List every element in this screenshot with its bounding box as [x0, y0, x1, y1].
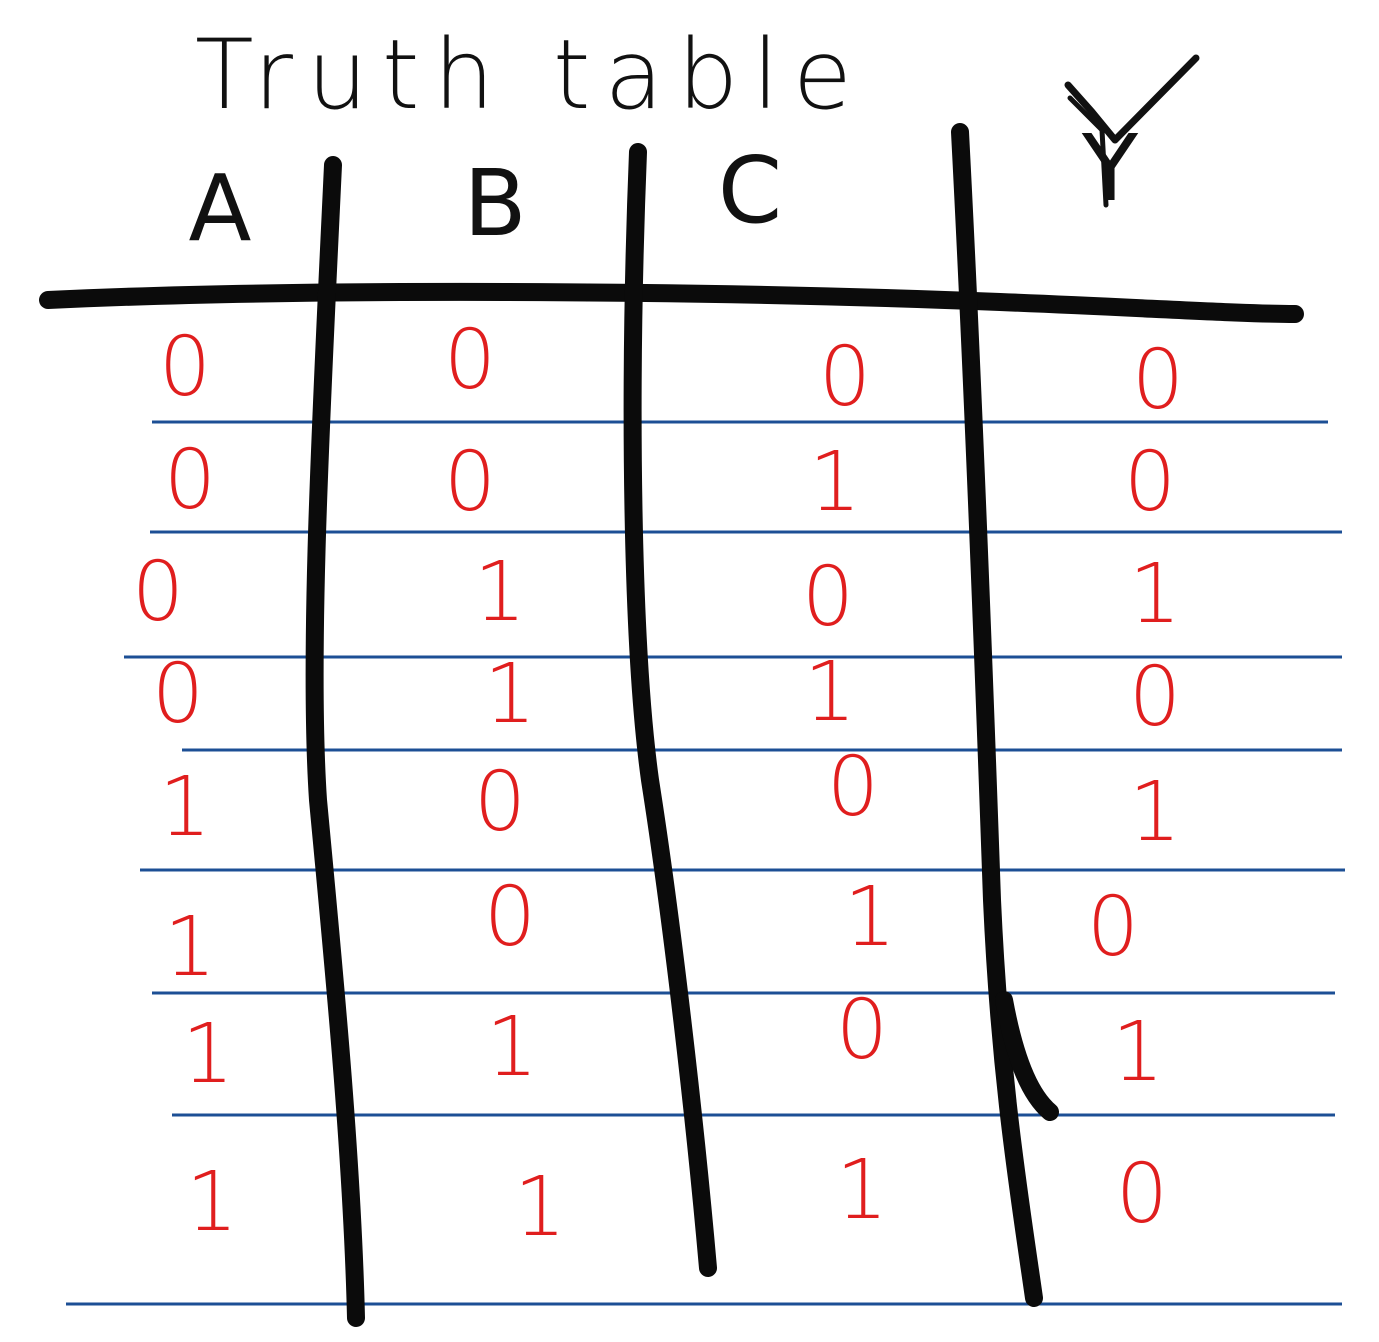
- table-row: 1 1 0 1: [182, 983, 1164, 1102]
- cell-c: 0: [836, 983, 888, 1078]
- table-row: 0 0 1 0: [164, 433, 1176, 530]
- column-divider: [305, 156, 365, 1327]
- table-row: 1 0 1 0: [164, 870, 1139, 995]
- table-row: 0 0 0 0: [159, 313, 1184, 428]
- cell-y: 0: [1124, 435, 1176, 530]
- column-divider: [951, 123, 1043, 1307]
- cell-a: 1: [182, 1007, 234, 1102]
- cell-y: 1: [1112, 1005, 1164, 1100]
- cell-c: 1: [809, 435, 861, 530]
- cell-y: 0: [1087, 880, 1139, 975]
- header-separator: [39, 282, 1304, 323]
- cell-a: 1: [186, 1155, 238, 1250]
- cell-b: 0: [444, 313, 496, 408]
- cell-b: 1: [484, 647, 536, 742]
- check-mark-icon: [1064, 54, 1200, 208]
- cell-c: 1: [836, 1143, 888, 1238]
- cell-a: 0: [132, 545, 184, 640]
- cell-b: 1: [514, 1160, 566, 1255]
- cell-a: 1: [159, 760, 211, 855]
- cell-c: 1: [804, 645, 856, 740]
- column-divider: [995, 991, 1059, 1121]
- table-grid: [39, 123, 1304, 1327]
- cell-c: 0: [819, 330, 871, 425]
- cell-a: 0: [159, 320, 211, 415]
- cell-b: 1: [474, 545, 526, 640]
- page-title: Truth table: [195, 19, 866, 131]
- cell-c: 0: [827, 740, 879, 835]
- cell-y: 0: [1129, 650, 1181, 745]
- cell-y: 0: [1116, 1147, 1168, 1242]
- column-divider: [623, 143, 717, 1277]
- cell-b: 0: [484, 870, 536, 965]
- column-headers: A B C Y: [189, 115, 1139, 262]
- table-row: 0 1 1 0: [152, 645, 1181, 745]
- column-header-a: A: [189, 155, 252, 262]
- ruled-lines: [66, 420, 1345, 1306]
- cell-a: 1: [164, 900, 216, 995]
- column-header-b: B: [463, 150, 526, 257]
- cell-a: 0: [164, 433, 216, 528]
- cell-b: 1: [486, 1000, 538, 1095]
- column-header-c: C: [718, 137, 782, 244]
- cell-c: 0: [802, 550, 854, 645]
- table-row: 1 0 0 1: [159, 740, 1181, 860]
- table-row: 1 1 1 0: [186, 1143, 1168, 1255]
- cell-b: 0: [444, 435, 496, 530]
- cell-c: 1: [844, 870, 896, 965]
- table-row: 0 1 0 1: [132, 545, 1181, 645]
- cell-y: 0: [1132, 333, 1184, 428]
- table-body: 0 0 0 0 0 0 1 0 0 1 0 1 0 1 1 0 1 0: [132, 313, 1184, 1255]
- column-header-y: Y: [1081, 115, 1139, 222]
- cell-y: 1: [1129, 765, 1181, 860]
- cell-y: 1: [1129, 547, 1181, 642]
- cell-b: 0: [474, 755, 526, 850]
- cell-a: 0: [152, 647, 204, 742]
